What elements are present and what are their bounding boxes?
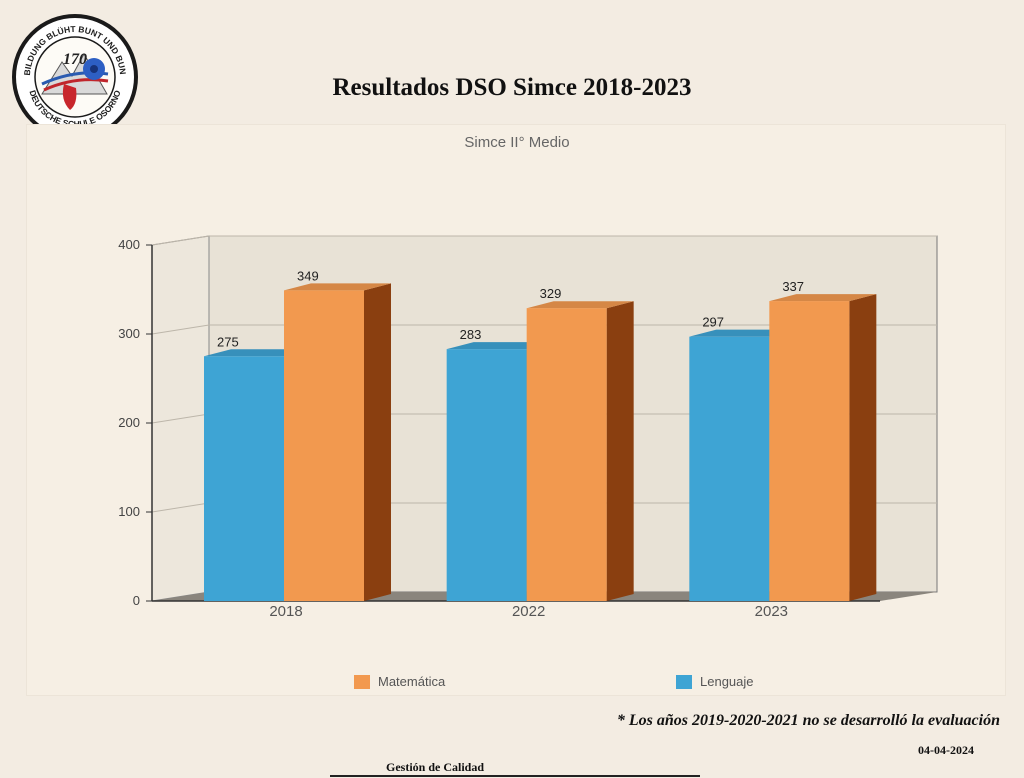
- x-tick-label: 2018: [269, 603, 302, 620]
- page-title: Resultados DSO Simce 2018-2023: [332, 74, 692, 101]
- bar: [204, 356, 284, 601]
- logo-badge: 170: [63, 51, 87, 68]
- gridline: [151, 324, 937, 335]
- y-tick-label: 200: [118, 415, 140, 430]
- data-label: 329: [540, 286, 562, 301]
- bar-top: [526, 301, 634, 309]
- report-date: 04-04-2024: [918, 743, 974, 757]
- y-tick-label: 0: [133, 593, 140, 608]
- legend-label-lenguaje: Lenguaje: [700, 674, 754, 689]
- footnote: * Los años 2019-2020-2021 no se desarrol…: [616, 712, 1000, 729]
- bar: [446, 349, 527, 601]
- bar-side: [364, 283, 391, 601]
- gridline: [151, 235, 937, 246]
- school-seal-logo: 170 UNSERE BILDUNG BLÜHT BUNT UND BUNDES…: [12, 14, 138, 140]
- data-label: 297: [702, 315, 724, 330]
- legend-label-matematica: Matemática: [378, 674, 446, 689]
- data-label: 337: [782, 279, 804, 294]
- x-tick-label: 2023: [755, 603, 788, 620]
- bar: [284, 290, 364, 601]
- legend-item-matematica: Matemática: [354, 674, 445, 689]
- x-tick-label: 2022: [512, 603, 545, 620]
- legend-swatch-matematica: [354, 674, 370, 689]
- footer-rule: [330, 775, 700, 777]
- bar-side: [849, 294, 877, 601]
- bar-top: [284, 283, 391, 291]
- bar-side: [606, 301, 634, 601]
- footer-label: Gestión de Calidad: [386, 760, 485, 774]
- data-label: 275: [217, 334, 239, 349]
- data-label: 349: [297, 268, 319, 283]
- bar: [689, 336, 770, 601]
- y-tick-label: 100: [118, 504, 140, 519]
- data-label: 283: [460, 327, 482, 342]
- bar-top: [769, 294, 877, 302]
- y-tick-label: 300: [118, 326, 140, 341]
- bar: [769, 301, 850, 601]
- y-tick-label: 400: [118, 237, 140, 252]
- bar: [526, 308, 607, 601]
- chart-title: Simce II° Medio: [464, 134, 570, 151]
- legend-item-lenguaje: Lenguaje: [676, 674, 754, 689]
- legend-swatch-lenguaje: [676, 674, 692, 689]
